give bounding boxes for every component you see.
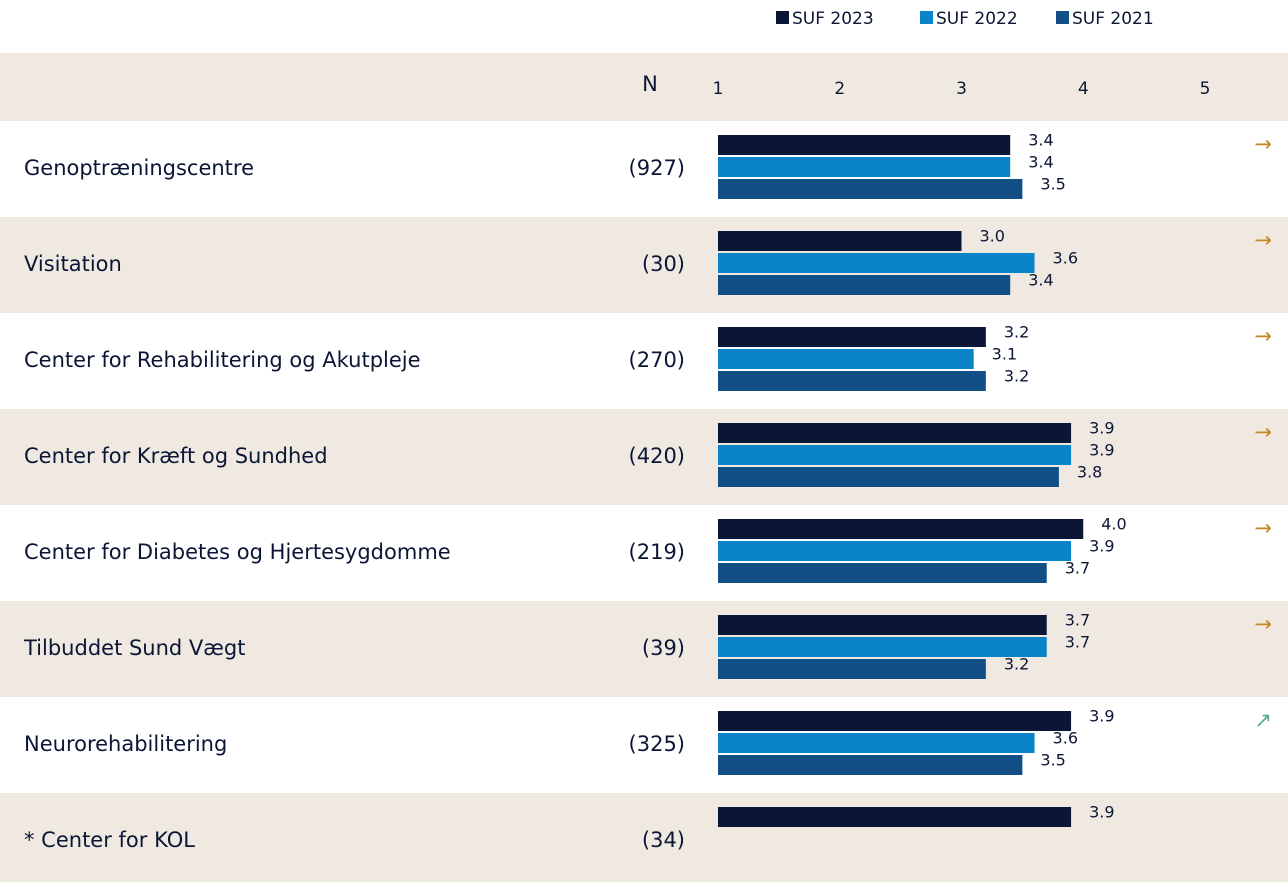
x-tick-label: 4 <box>1078 79 1089 99</box>
x-tick-label: 3 <box>956 79 967 99</box>
bar <box>718 179 1023 199</box>
row-band <box>0 793 1288 882</box>
value-label: 3.1 <box>992 345 1017 364</box>
category-label: Center for Kræft og Sundhed <box>24 444 328 468</box>
value-label: 3.9 <box>1089 803 1114 822</box>
bar <box>718 541 1072 561</box>
value-label: 3.6 <box>1053 729 1078 748</box>
n-label: (34) <box>642 828 685 852</box>
value-label: 3.4 <box>1028 131 1053 150</box>
n-label: (420) <box>629 444 685 468</box>
value-label: 3.5 <box>1040 175 1065 194</box>
value-label: 3.7 <box>1065 633 1090 652</box>
value-label: 3.4 <box>1028 271 1053 290</box>
value-label: 3.9 <box>1089 441 1114 460</box>
bar <box>718 615 1047 635</box>
legend-swatch <box>1056 11 1069 24</box>
legend-label: SUF 2022 <box>936 9 1018 29</box>
bar <box>718 659 986 679</box>
category-label: Visitation <box>24 252 122 276</box>
row-band <box>0 601 1288 697</box>
trend-arrow: → <box>1254 516 1272 540</box>
legend-label: SUF 2021 <box>1072 9 1154 29</box>
category-label: Genoptræningscentre <box>24 156 254 180</box>
n-label: (927) <box>629 156 685 180</box>
bar <box>718 231 962 251</box>
bar <box>718 423 1072 443</box>
bar <box>718 275 1011 295</box>
n-header: N <box>642 72 658 96</box>
bar <box>718 563 1047 583</box>
value-label: 3.8 <box>1077 463 1102 482</box>
n-label: (270) <box>629 348 685 372</box>
value-label: 3.6 <box>1053 249 1078 268</box>
bar <box>718 711 1072 731</box>
value-label: 3.4 <box>1028 153 1053 172</box>
x-tick-label: 1 <box>713 79 724 99</box>
category-label: Center for Diabetes og Hjertesygdomme <box>24 540 451 564</box>
value-label: 3.2 <box>1004 655 1029 674</box>
value-label: 3.7 <box>1065 611 1090 630</box>
value-label: 3.2 <box>1004 323 1029 342</box>
n-label: (325) <box>629 732 685 756</box>
bar <box>718 467 1059 487</box>
bar <box>718 327 986 347</box>
trend-arrow: → <box>1254 420 1272 444</box>
n-label: (39) <box>642 636 685 660</box>
bar <box>718 637 1047 657</box>
trend-arrow: → <box>1254 132 1272 156</box>
trend-arrow: → <box>1254 612 1272 636</box>
bar <box>718 445 1072 465</box>
row-band <box>0 217 1288 313</box>
header-band <box>0 53 1288 121</box>
bar <box>718 807 1072 827</box>
trend-arrow: ↗ <box>1254 708 1272 732</box>
bar <box>718 157 1011 177</box>
bar <box>718 349 974 369</box>
bar <box>718 135 1011 155</box>
value-label: 4.0 <box>1101 515 1126 534</box>
n-label: (30) <box>642 252 685 276</box>
category-label: * Center for KOL <box>24 828 195 852</box>
legend-swatch <box>920 11 933 24</box>
x-tick-label: 2 <box>834 79 845 99</box>
value-label: 3.5 <box>1040 751 1065 770</box>
trend-arrow: → <box>1254 324 1272 348</box>
bar <box>718 733 1035 753</box>
value-label: 3.9 <box>1089 419 1114 438</box>
row-band <box>0 409 1288 505</box>
category-label: Neurorehabilitering <box>24 732 227 756</box>
x-tick-label: 5 <box>1200 79 1211 99</box>
bar <box>718 519 1084 539</box>
value-label: 3.9 <box>1089 707 1114 726</box>
trend-arrow: → <box>1254 228 1272 252</box>
n-label: (219) <box>629 540 685 564</box>
value-label: 3.2 <box>1004 367 1029 386</box>
legend-swatch <box>776 11 789 24</box>
bar <box>718 253 1035 273</box>
value-label: 3.9 <box>1089 537 1114 556</box>
value-label: 3.7 <box>1065 559 1090 578</box>
legend-label: SUF 2023 <box>792 9 874 29</box>
bar <box>718 371 986 391</box>
category-label: Center for Rehabilitering og Akutpleje <box>24 348 421 372</box>
category-label: Tilbuddet Sund Vægt <box>23 636 245 660</box>
bar <box>718 755 1023 775</box>
value-label: 3.0 <box>980 227 1005 246</box>
